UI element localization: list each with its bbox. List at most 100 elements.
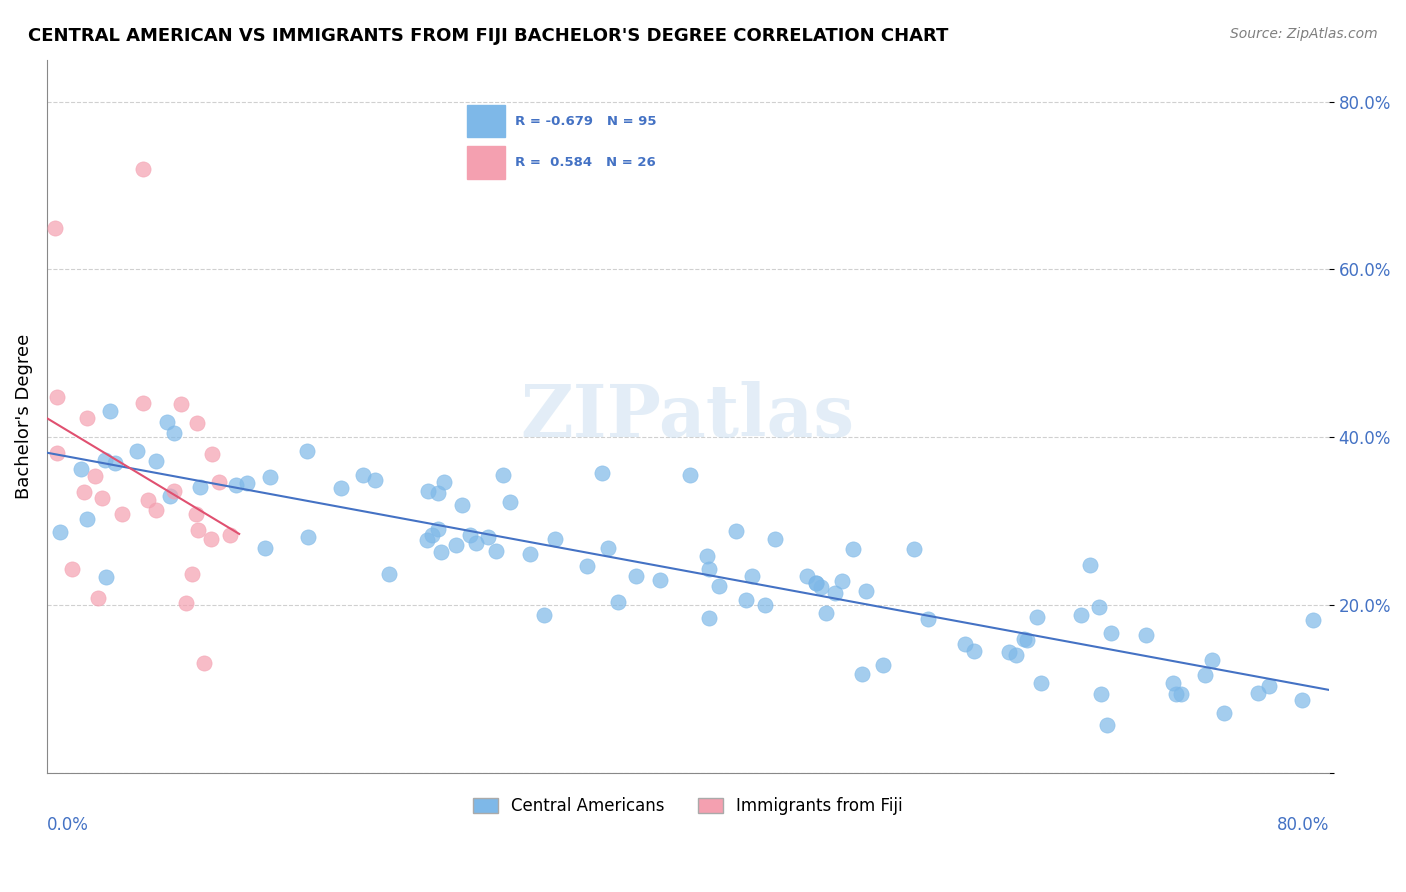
Point — [420, 527, 443, 541]
Point — [186, 417, 208, 431]
Point — [1078, 558, 1101, 573]
Point — [824, 586, 846, 600]
Point — [1247, 686, 1270, 700]
Point — [184, 507, 207, 521]
Point — [87, 591, 110, 605]
Point — [444, 538, 467, 552]
Point — [187, 523, 209, 537]
Point — [804, 576, 827, 591]
Text: ZIPatlas: ZIPatlas — [520, 381, 855, 452]
Point — [76, 411, 98, 425]
Point — [544, 533, 567, 547]
Point — [225, 477, 247, 491]
Point — [297, 530, 319, 544]
Point — [188, 480, 211, 494]
Point — [872, 657, 894, 672]
Point — [1070, 607, 1092, 622]
Point — [997, 645, 1019, 659]
Point — [132, 161, 155, 176]
Point — [477, 530, 499, 544]
Point — [1012, 632, 1035, 646]
Point — [218, 528, 240, 542]
Point — [200, 532, 222, 546]
Point — [73, 484, 96, 499]
Point — [796, 569, 818, 583]
Point — [111, 507, 134, 521]
Point — [145, 502, 167, 516]
Point — [1087, 599, 1109, 614]
Point — [1090, 687, 1112, 701]
Point — [533, 607, 555, 622]
Point — [76, 511, 98, 525]
Point — [145, 454, 167, 468]
Point — [591, 466, 613, 480]
Point — [125, 443, 148, 458]
Point — [295, 444, 318, 458]
Point — [49, 524, 72, 539]
Point — [697, 562, 720, 576]
Text: 80.0%: 80.0% — [1277, 816, 1329, 834]
Point — [499, 494, 522, 508]
Point — [415, 533, 437, 547]
Point — [70, 461, 93, 475]
Point — [953, 637, 976, 651]
Point — [1170, 687, 1192, 701]
Point — [606, 595, 628, 609]
Point — [132, 396, 155, 410]
Point — [94, 453, 117, 467]
Point — [806, 575, 828, 590]
Point — [136, 492, 159, 507]
Point — [416, 484, 439, 499]
Point — [259, 470, 281, 484]
Point — [159, 490, 181, 504]
Point — [492, 467, 515, 482]
Point — [1302, 613, 1324, 627]
Point — [98, 404, 121, 418]
Point — [624, 569, 647, 583]
Point — [963, 644, 986, 658]
Point — [44, 220, 66, 235]
Point — [485, 544, 508, 558]
Point — [201, 447, 224, 461]
Legend: Central Americans, Immigrants from Fiji: Central Americans, Immigrants from Fiji — [467, 790, 910, 822]
Point — [575, 559, 598, 574]
Point — [163, 483, 186, 498]
Point — [1291, 692, 1313, 706]
Point — [254, 541, 277, 556]
Point — [426, 522, 449, 536]
Point — [1017, 632, 1039, 647]
Point — [170, 397, 193, 411]
Point — [163, 425, 186, 440]
Point — [917, 612, 939, 626]
Point — [1005, 648, 1028, 662]
Point — [1194, 668, 1216, 682]
Point — [1163, 676, 1185, 690]
Point — [465, 536, 488, 550]
Point — [831, 574, 853, 588]
Point — [754, 599, 776, 613]
Point — [903, 542, 925, 557]
Point — [709, 579, 731, 593]
Y-axis label: Bachelor's Degree: Bachelor's Degree — [15, 334, 32, 499]
Point — [741, 569, 763, 583]
Text: CENTRAL AMERICAN VS IMMIGRANTS FROM FIJI BACHELOR'S DEGREE CORRELATION CHART: CENTRAL AMERICAN VS IMMIGRANTS FROM FIJI… — [28, 27, 949, 45]
Point — [697, 611, 720, 625]
Point — [90, 491, 112, 505]
Point — [1213, 706, 1236, 720]
Point — [815, 606, 838, 620]
Point — [104, 456, 127, 470]
Point — [430, 544, 453, 558]
Point — [60, 562, 83, 576]
Point — [1201, 652, 1223, 666]
Point — [45, 445, 67, 459]
Point — [1026, 610, 1049, 624]
Point — [427, 486, 450, 500]
Point — [735, 593, 758, 607]
Point — [352, 467, 374, 482]
Point — [84, 469, 107, 483]
Point — [458, 527, 481, 541]
Point — [156, 415, 179, 429]
Point — [174, 596, 197, 610]
Point — [208, 475, 231, 489]
Point — [433, 475, 456, 489]
